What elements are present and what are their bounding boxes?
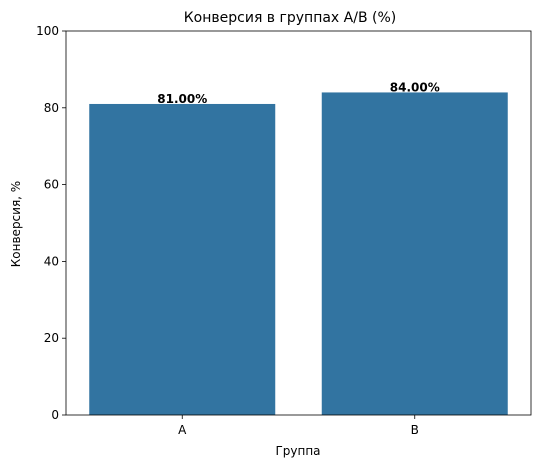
- y-tick-label: 20: [44, 331, 59, 345]
- plot-area: 81.00% 84.00% 0 20 40 60 80 100 A B: [36, 24, 532, 437]
- y-tick-label: 60: [44, 178, 59, 192]
- y-tick-label: 80: [44, 101, 59, 115]
- chart-title: Конверсия в группах A/B (%): [184, 10, 397, 26]
- x-tick-label: B: [411, 423, 419, 437]
- data-label-B: 84.00%: [390, 80, 440, 94]
- bar-A: [89, 103, 276, 416]
- y-tick-label: 0: [51, 408, 59, 422]
- y-tick-label: 40: [44, 254, 59, 268]
- y-tick-label: 100: [36, 24, 59, 38]
- data-label-A: 81.00%: [157, 92, 207, 106]
- x-tick-label: A: [178, 423, 187, 437]
- bar-B: [321, 92, 508, 415]
- x-axis-label: Группа: [275, 444, 320, 458]
- plot-frame: [65, 30, 532, 416]
- y-axis-label: Конверсия, %: [9, 181, 23, 267]
